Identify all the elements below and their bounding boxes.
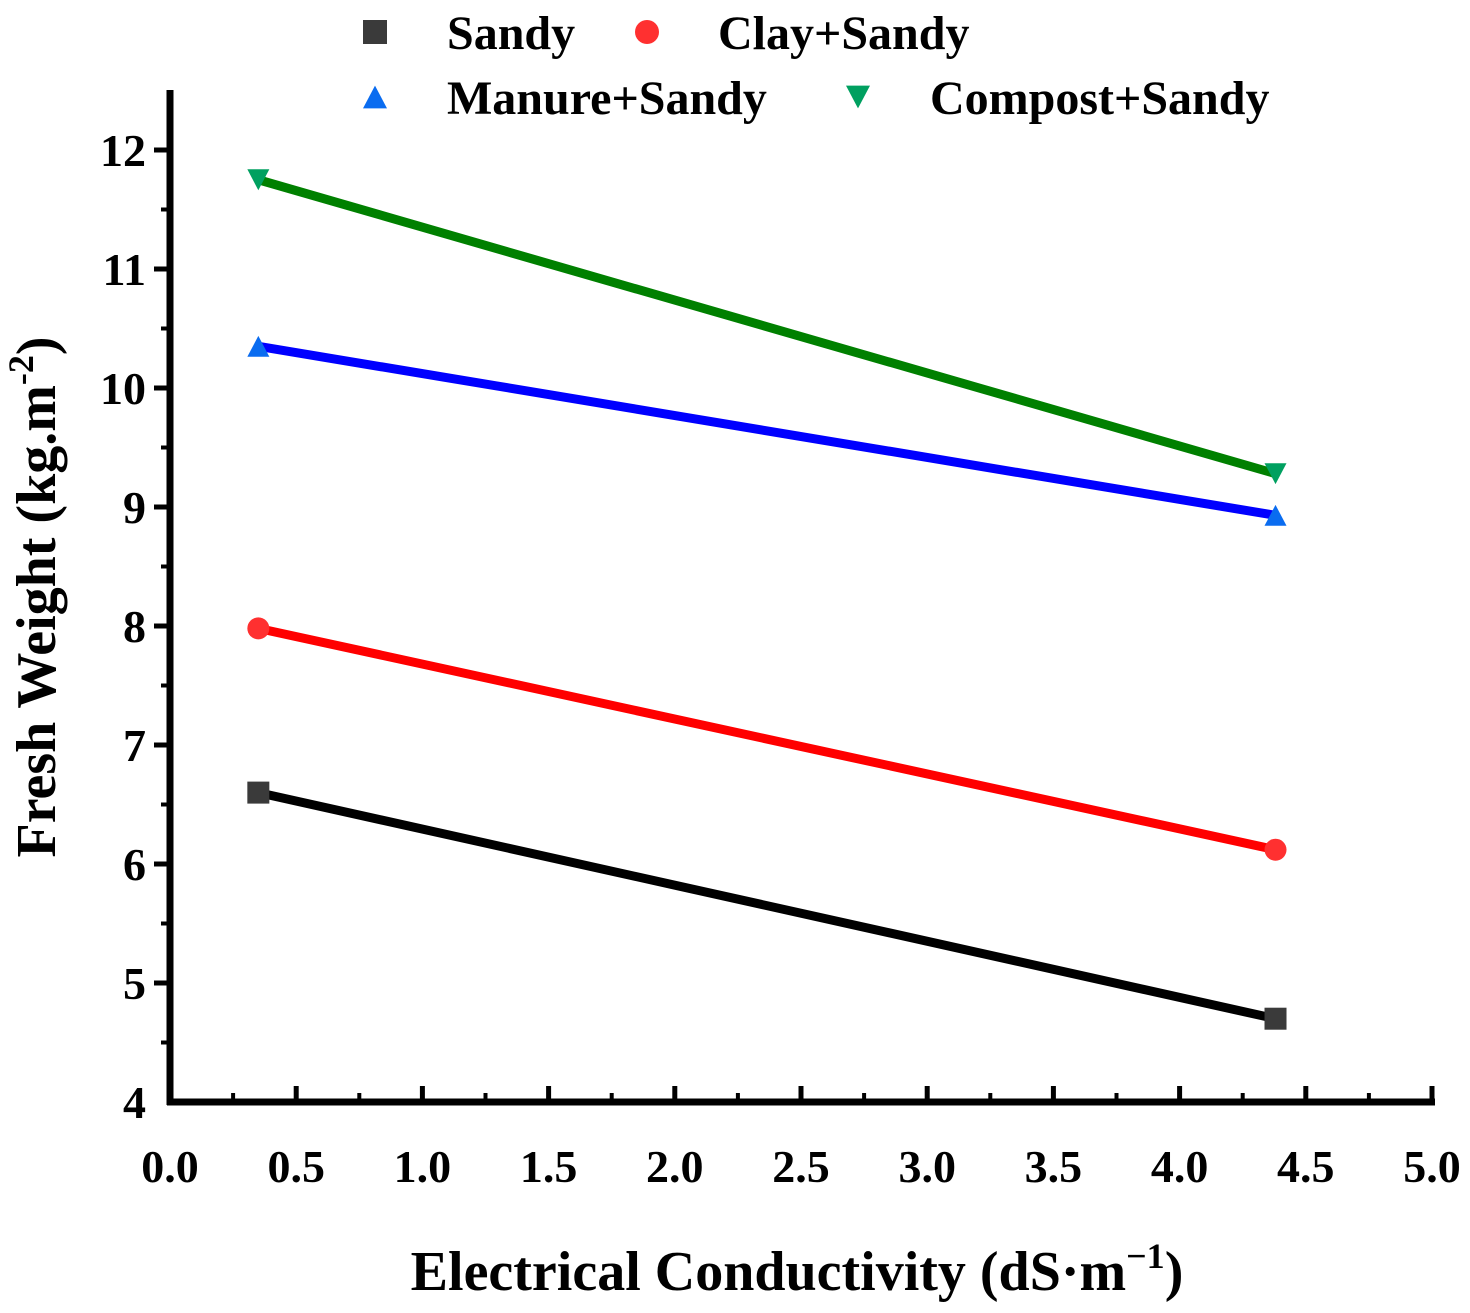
data-point-sandy <box>1264 1007 1287 1030</box>
legend-symbol-sandy <box>363 20 387 44</box>
legend-item-clay-sandy: Clay+Sandy <box>635 7 969 60</box>
x-tick-label: 4.5 <box>1277 1141 1335 1192</box>
x-tick-label: 1.0 <box>394 1141 452 1192</box>
data-point-clay-sandy <box>1264 838 1287 861</box>
series-compost-sandy <box>247 169 1287 485</box>
series-clay-sandy <box>247 617 1287 861</box>
series-line-compost-sandy <box>253 175 1281 479</box>
legend: Sandy Clay+Sandy Manure+Sandy Compost+Sa… <box>363 7 1269 125</box>
x-axis-title-close: ) <box>1165 1241 1184 1303</box>
x-tick-label: 2.5 <box>772 1141 830 1192</box>
data-point-compost-sandy <box>1264 463 1287 485</box>
series-sandy <box>247 781 1287 1030</box>
x-tick-label: 0.0 <box>141 1141 199 1192</box>
x-tick-label: 3.0 <box>898 1141 956 1192</box>
legend-marker-clay-sandy <box>635 20 659 44</box>
x-tick-label: 3.5 <box>1025 1141 1083 1192</box>
y-axis-title-close: ) <box>6 336 68 355</box>
series-manure-sandy <box>247 335 1287 526</box>
legend-label-clay-sandy: Clay+Sandy <box>718 7 969 60</box>
y-axis-title-text: Fresh Weight (kg.m <box>6 385 68 857</box>
legend-item-compost-sandy: Compost+Sandy <box>846 72 1269 125</box>
legend-label-compost-sandy: Compost+Sandy <box>930 72 1269 125</box>
y-axis-title: Fresh Weight (kg.m-2) <box>1 336 68 857</box>
series-line-sandy <box>253 788 1281 1024</box>
x-tick-label: 0.5 <box>267 1141 325 1192</box>
legend-label-manure-sandy: Manure+Sandy <box>447 72 767 125</box>
series-line-clay-sandy <box>253 623 1281 855</box>
data-point-clay-sandy <box>247 617 270 640</box>
series-group <box>247 169 1287 1030</box>
legend-marker-compost-sandy <box>846 85 870 109</box>
y-tick-label: 12 <box>100 125 146 176</box>
legend-item-manure-sandy: Manure+Sandy <box>363 72 767 125</box>
legend-symbol-manure-sandy <box>363 85 387 109</box>
y-tick-label: 6 <box>123 839 146 890</box>
x-tick-label: 2.0 <box>646 1141 704 1192</box>
ticks: 0.0 0.5 1.0 1.5 2.0 2.5 3.0 3.5 4.0 4.5 5.0 4 5 6 7 8 9 1… <box>100 125 1461 1192</box>
data-point-manure-sandy <box>1264 504 1287 526</box>
x-tick-label: 4.0 <box>1151 1141 1209 1192</box>
legend-label-sandy: Sandy <box>447 7 575 60</box>
axes <box>166 90 1435 1106</box>
x-axis-title: Electrical Conductivity (dS·m−1) <box>411 1236 1184 1303</box>
y-tick-label: 5 <box>123 958 146 1009</box>
legend-marker-manure-sandy <box>363 85 387 109</box>
x-axis-title-text: Electrical Conductivity (dS·m <box>411 1241 1127 1303</box>
legend-symbol-clay-sandy <box>635 20 659 44</box>
legend-symbol-compost-sandy <box>846 85 870 109</box>
y-tick-label: 8 <box>123 601 146 652</box>
x-tick-label: 1.5 <box>520 1141 578 1192</box>
legend-marker-sandy <box>363 20 387 44</box>
legend-item-sandy: Sandy <box>363 7 575 60</box>
y-tick-label: 11 <box>103 244 146 295</box>
x-tick-label: 5.0 <box>1403 1141 1461 1192</box>
x-axis-title-superscript: −1 <box>1126 1236 1165 1276</box>
y-axis-title-superscript: -2 <box>1 355 41 385</box>
y-tick-label: 4 <box>123 1077 146 1128</box>
y-tick-label: 9 <box>123 482 146 533</box>
data-point-sandy <box>247 781 270 804</box>
series-line-manure-sandy <box>253 341 1281 520</box>
data-point-compost-sandy <box>247 169 270 191</box>
y-tick-label: 7 <box>123 720 146 771</box>
data-point-manure-sandy <box>247 335 270 357</box>
y-tick-label: 10 <box>100 363 146 414</box>
